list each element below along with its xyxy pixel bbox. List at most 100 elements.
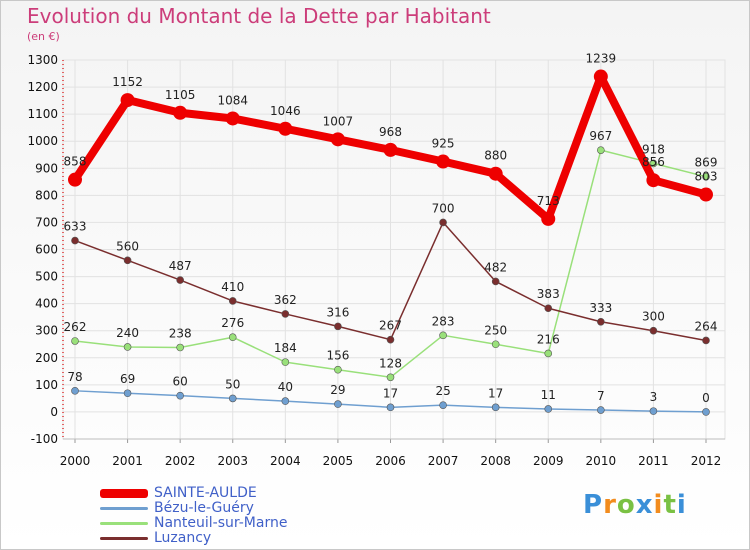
y-tick-label: 400 (35, 297, 58, 311)
y-tick-label: 100 (35, 378, 58, 392)
data-label: 250 (484, 323, 507, 337)
data-point (228, 297, 237, 305)
y-tick-label: 1300 (27, 53, 58, 67)
data-label: 880 (484, 149, 507, 163)
data-label: 3 (650, 390, 658, 404)
data-point (173, 105, 188, 120)
data-point (123, 343, 132, 351)
data-point (702, 408, 710, 416)
data-point (646, 173, 661, 188)
data-label: 184 (274, 341, 297, 355)
data-label: 216 (537, 332, 560, 346)
data-point (330, 132, 345, 147)
y-tick-label: 900 (35, 161, 58, 175)
data-point (71, 387, 79, 395)
data-label: 633 (64, 220, 87, 234)
data-point (439, 401, 447, 409)
data-point (176, 276, 184, 284)
data-label: 487 (169, 259, 192, 273)
data-point (228, 333, 237, 342)
data-label: 0 (702, 391, 710, 405)
data-point (71, 236, 79, 245)
data-point (225, 111, 240, 126)
data-label: 17 (383, 386, 398, 400)
x-tick-label: 2001 (112, 454, 143, 468)
x-tick-label: 2003 (217, 454, 248, 468)
y-tick-label: 600 (35, 243, 58, 257)
data-point (699, 187, 713, 202)
data-point (71, 337, 79, 345)
chart-subtitle: (en €) (27, 30, 60, 43)
data-point (176, 391, 184, 400)
y-tick-label: 1100 (27, 107, 58, 121)
proxiti-logo: Proxiti (583, 490, 687, 520)
legend-label: SAINTE-AULDE (154, 485, 257, 501)
data-label: 264 (695, 319, 718, 333)
data-point (383, 142, 398, 157)
data-label: 300 (642, 310, 665, 324)
legend-label: Nanteuil-sur-Marne (154, 515, 288, 531)
data-point (281, 310, 290, 318)
data-label: 560 (116, 239, 139, 253)
data-label: 968 (379, 125, 402, 139)
logo-letter: x (635, 490, 654, 520)
data-label: 69 (120, 372, 135, 386)
x-tick-label: 2005 (323, 454, 354, 468)
data-point (597, 146, 605, 154)
data-point (281, 397, 290, 405)
data-point (228, 394, 237, 403)
data-point (386, 373, 395, 382)
data-point (649, 407, 658, 415)
x-tick-label: 2006 (375, 454, 406, 468)
x-tick-label: 2004 (270, 454, 301, 468)
legend-swatch (100, 522, 148, 525)
data-label: 1239 (586, 52, 617, 66)
data-label: 1007 (323, 114, 354, 128)
data-label: 1084 (217, 93, 248, 107)
data-label: 1046 (270, 104, 301, 118)
data-label: 40 (278, 380, 293, 394)
legend-swatch (100, 537, 148, 540)
data-label: 60 (173, 375, 188, 389)
data-label: 803 (695, 170, 718, 184)
data-label: 925 (432, 137, 455, 151)
legend-swatch (100, 507, 148, 510)
y-tick-label: 1000 (27, 134, 58, 148)
data-point (593, 69, 608, 84)
data-point (544, 304, 553, 313)
data-point (278, 121, 293, 136)
data-point (702, 336, 710, 345)
data-point (541, 211, 556, 226)
data-label: 858 (64, 155, 87, 169)
data-label: 267 (379, 319, 402, 333)
data-label: 482 (484, 260, 507, 274)
data-label: 918 (642, 142, 665, 156)
data-point (120, 93, 135, 108)
legend-item: SAINTE-AULDE (100, 486, 287, 501)
logo-letter: r (603, 490, 617, 520)
data-label: 1105 (165, 88, 196, 102)
data-point (281, 358, 290, 366)
data-label: 856 (642, 155, 665, 169)
logo-letter: P (583, 490, 604, 520)
x-tick-label: 2012 (691, 454, 722, 468)
data-label: 967 (589, 129, 612, 143)
data-point (491, 340, 500, 349)
data-label: 11 (541, 388, 556, 402)
data-point (386, 335, 395, 344)
data-point (491, 277, 500, 286)
data-point (597, 317, 605, 326)
y-tick-label: 700 (35, 215, 58, 229)
x-tick-label: 2009 (533, 454, 564, 468)
data-label: 156 (326, 349, 349, 363)
legend-label: Luzancy (154, 530, 212, 546)
x-tick-label: 2007 (428, 454, 459, 468)
y-tick-label: 0 (50, 405, 58, 419)
data-label: 383 (537, 287, 560, 301)
data-point (436, 154, 451, 169)
x-tick-label: 2010 (586, 454, 617, 468)
y-tick-label: -100 (31, 432, 58, 446)
data-label: 700 (432, 201, 455, 215)
data-point (544, 405, 553, 413)
